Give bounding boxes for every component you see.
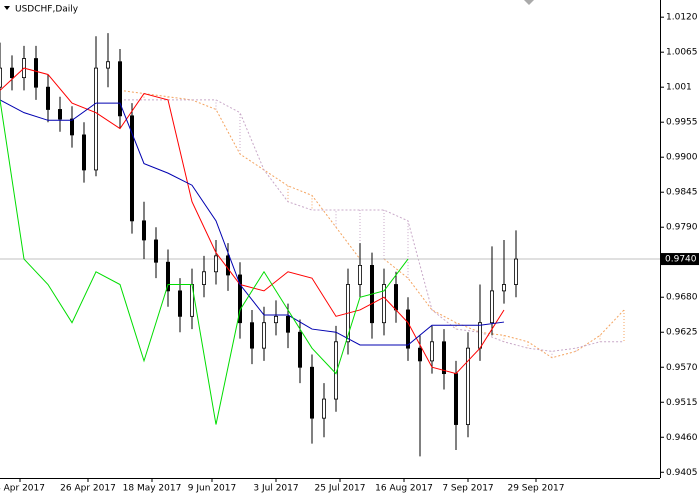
candle-body <box>453 373 458 425</box>
price-label-box <box>661 253 699 266</box>
candle-body <box>465 347 470 425</box>
candle-body <box>34 58 39 88</box>
candle-body <box>321 398 326 419</box>
candle-body <box>46 86 51 110</box>
y-tick-label: 0.9900 <box>666 153 698 163</box>
candle-body <box>429 341 434 362</box>
candle-body <box>58 109 63 120</box>
candle-body <box>417 347 422 362</box>
candle-body <box>285 315 290 333</box>
x-tick-label: 4 Apr 2017 <box>0 484 45 494</box>
candle-body <box>249 322 254 349</box>
indicator-line <box>0 67 505 375</box>
y-tick-label: 0.9955 <box>666 118 698 128</box>
candle-body <box>82 134 87 171</box>
candle-body <box>106 61 111 69</box>
x-tick-label: 7 Sep 2017 <box>442 484 493 494</box>
y-tick-label: 0.9625 <box>666 328 698 338</box>
y-tick-label: 1.001 <box>666 83 692 93</box>
candle-body <box>94 67 99 171</box>
candle-body <box>309 366 314 419</box>
cloud-span <box>120 99 624 352</box>
candle-body <box>297 331 302 368</box>
x-tick-label: 25 Jul 2017 <box>315 484 366 494</box>
shift-marker <box>524 0 534 5</box>
y-tick-label: 1.0120 <box>666 13 698 23</box>
candle-body <box>9 67 14 79</box>
menu-arrow[interactable] <box>4 6 10 10</box>
y-tick-label: 0.9515 <box>666 398 698 408</box>
candle-body <box>70 118 75 136</box>
candle-body <box>141 220 146 241</box>
candle-body <box>201 271 206 285</box>
candle-body <box>441 341 446 375</box>
x-tick-label: 9 Jun 2017 <box>188 484 236 494</box>
candle-body <box>514 258 519 285</box>
candle-body <box>153 239 158 263</box>
candle-body <box>357 265 362 285</box>
y-tick-label: 0.9680 <box>666 293 698 303</box>
indicator-line <box>0 99 409 425</box>
candle-body <box>165 261 170 292</box>
candle-body <box>405 309 410 349</box>
candle-body <box>213 255 218 273</box>
candle-body <box>225 255 230 276</box>
x-tick-label: 29 Sep 2017 <box>507 484 564 494</box>
price-label: 0.9740 <box>665 255 697 265</box>
candle-body <box>273 315 278 324</box>
candle-body <box>177 290 182 317</box>
candle-body <box>333 341 338 400</box>
x-tick-label: 18 May 2017 <box>123 484 182 494</box>
candle-body <box>477 322 482 349</box>
candle-body <box>0 67 3 88</box>
indicator-line <box>0 99 505 346</box>
candle-body <box>237 274 242 324</box>
candle-body <box>501 284 506 292</box>
y-tick-label: 1.0065 <box>666 48 698 58</box>
candle-body <box>118 61 123 117</box>
candle-body <box>261 322 266 349</box>
candle-body <box>489 290 494 324</box>
x-tick-label: 16 Aug 2017 <box>375 484 433 494</box>
y-tick-label: 0.9405 <box>666 468 698 478</box>
x-tick-label: 3 Jul 2017 <box>253 484 298 494</box>
y-tick-label: 0.9845 <box>666 188 698 198</box>
candle-body <box>393 284 398 311</box>
y-tick-label: 0.9460 <box>666 433 698 443</box>
candle-body <box>381 284 386 324</box>
y-tick-label: 0.9570 <box>666 363 698 373</box>
chart-title: USDCHF,Daily <box>15 5 79 15</box>
candle-body <box>129 115 134 222</box>
x-tick-label: 26 Apr 2017 <box>60 484 116 494</box>
y-tick-label: 0.9790 <box>666 223 698 233</box>
